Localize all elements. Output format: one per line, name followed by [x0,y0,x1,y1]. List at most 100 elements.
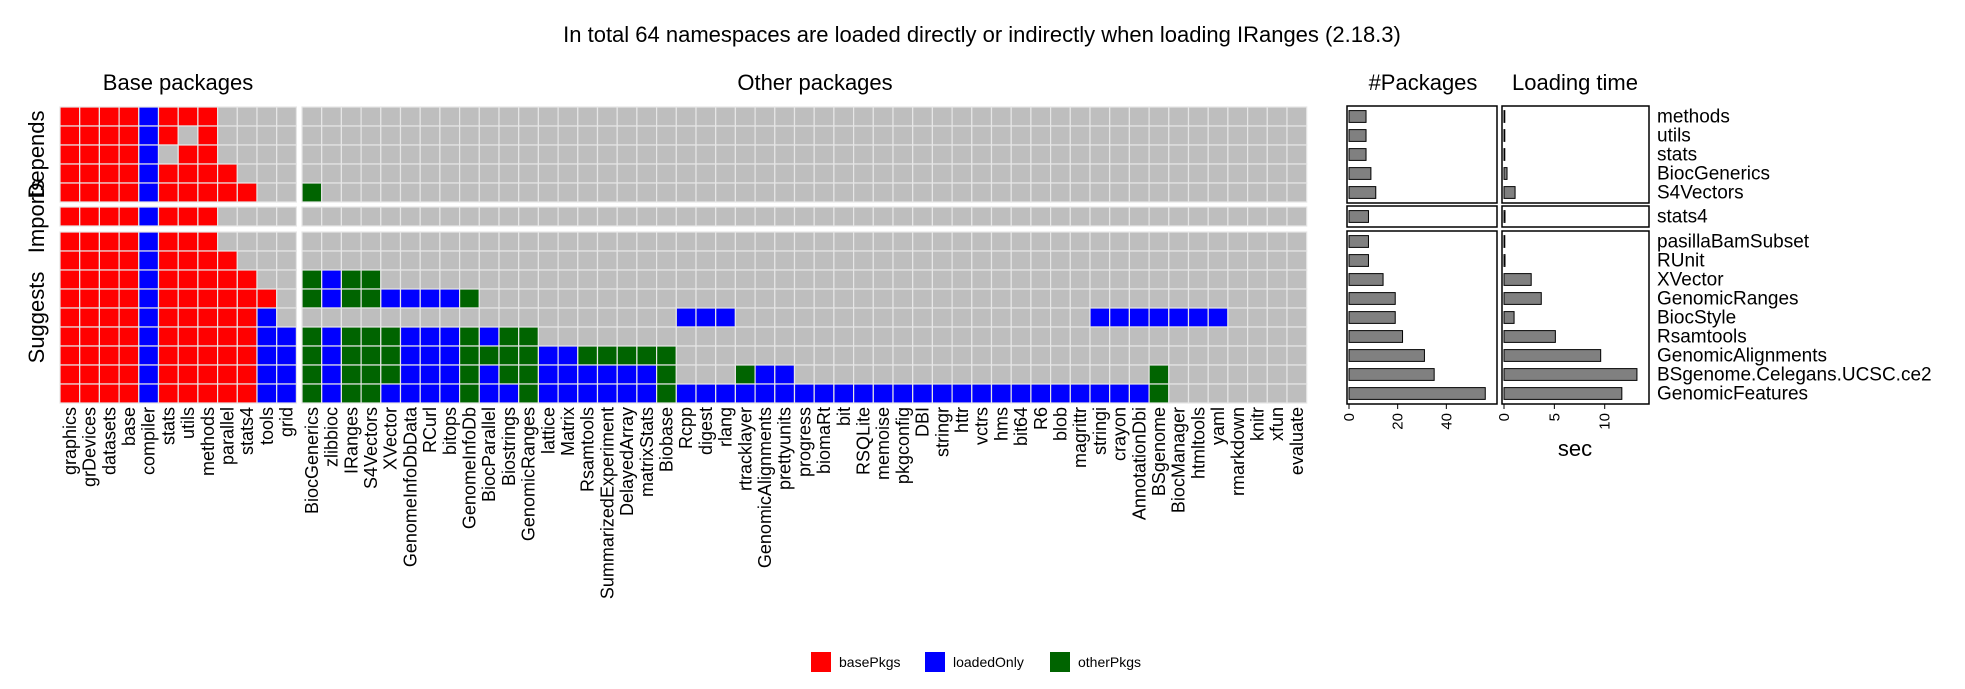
base-cell [118,144,140,165]
base-cell [138,326,160,347]
base-cell [59,250,81,271]
other-cell [439,125,461,146]
other-cell [715,364,737,385]
other-cell [892,106,914,127]
other-cell [1266,231,1288,252]
other-cell [1128,125,1150,146]
other-cell [754,144,776,165]
other-cell [892,231,914,252]
other-cell [1089,125,1111,146]
legend-swatch [811,652,831,672]
other-cell [1246,182,1268,203]
other-cell [655,206,677,227]
other-cell [813,307,835,328]
time-bar [1503,311,1515,324]
other-cell [754,326,776,347]
base-cell [256,144,278,165]
other-column-label: evaluate [1287,407,1307,475]
other-cell [1089,326,1111,347]
base-cell [138,250,160,271]
base-cell [157,231,179,252]
other-cell [695,163,717,184]
other-cell [872,326,894,347]
other-cell [833,269,855,290]
base-cell [79,345,100,366]
base-cell [236,125,258,146]
other-cell [872,383,894,404]
other-cell [596,144,618,165]
other-cell [518,364,540,385]
other-cell [1128,307,1150,328]
other-cell [931,364,953,385]
other-cell [498,231,520,252]
base-cell [256,307,278,328]
other-cell [971,231,993,252]
other-cell [793,144,815,165]
other-cell [754,345,776,366]
other-cell [695,307,717,328]
other-column-label: R6 [1031,407,1051,430]
other-cell [518,345,540,366]
base-cell [98,125,120,146]
other-cell [675,144,697,165]
other-cell [734,163,756,184]
base-cell [98,364,120,385]
other-cell [340,269,362,290]
other-cell [616,231,638,252]
other-cell [1168,231,1190,252]
other-cell [1010,125,1032,146]
other-cell [340,163,362,184]
other-cell [321,269,343,290]
other-cell [498,182,520,203]
other-cell [1187,307,1209,328]
other-cell [518,206,540,227]
other-cell [655,250,677,271]
base-cell [217,326,238,347]
other-cell [774,206,796,227]
other-cell [380,288,402,309]
other-cell [459,206,480,227]
other-cell [715,307,737,328]
other-cell [1286,269,1308,290]
other-cell [636,106,658,127]
other-cell [1010,206,1032,227]
base-cell [197,288,219,309]
other-cell [931,383,953,404]
base-cell [79,364,100,385]
other-cell [1168,288,1190,309]
other-cell [774,307,796,328]
other-cell [734,307,756,328]
other-cell [340,250,362,271]
other-cell [675,106,697,127]
other-cell [616,163,638,184]
base-cell [98,231,120,252]
other-cell [399,125,421,146]
base-cell [197,345,219,366]
other-cell [1207,250,1229,271]
other-cell [459,345,480,366]
other-cell [636,288,658,309]
count-bar [1348,110,1367,123]
other-cell [695,326,717,347]
base-cell [98,106,120,127]
other-cell [1286,250,1308,271]
other-cell [971,326,993,347]
other-cell [340,106,362,127]
base-cell [59,269,81,290]
other-cell [892,125,914,146]
other-cell [675,364,697,385]
other-cell [912,206,934,227]
other-cell [537,345,559,366]
other-column-label: AnnotationDbi [1129,407,1149,520]
other-cell [1049,206,1071,227]
base-cell [118,383,140,404]
base-cell [236,364,258,385]
other-cell [1286,307,1308,328]
other-cell [912,288,934,309]
base-column-label: parallel [217,407,237,465]
other-cell [596,288,618,309]
other-cell [557,288,579,309]
other-cell [793,106,815,127]
other-column-label: yaml [1208,407,1228,445]
other-cell [380,106,402,127]
